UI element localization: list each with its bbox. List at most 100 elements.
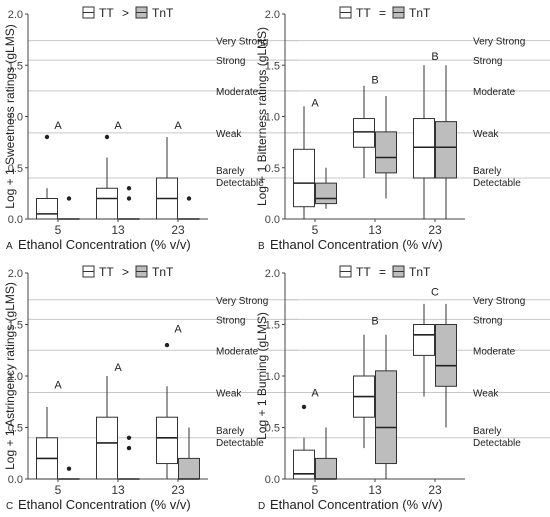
y-tick-label: 0.0: [265, 474, 280, 486]
intensity-label: Barely: [473, 166, 501, 177]
box-body: [375, 370, 397, 465]
box-tnt-13: [375, 96, 397, 199]
significance-letter: C: [431, 287, 439, 299]
legend-label: TT: [99, 6, 114, 20]
y-tick-label: 1.0: [8, 112, 23, 124]
panel-letter: B: [258, 241, 265, 252]
y-axis-title: Log + 1 Sweetness ratings (gLMS): [3, 24, 17, 208]
box-tt-13: [353, 334, 375, 449]
y-tick-label: 1.0: [265, 112, 280, 124]
x-axis-title: Ethanol Concentration (% v/v): [18, 497, 191, 512]
intensity-label: Moderate: [473, 87, 516, 98]
x-tick-label: 23: [428, 223, 442, 237]
panel-b: Very Strong Strong Moderate Weak BarelyDetec…: [255, 6, 550, 252]
box-tt-13: [96, 376, 118, 480]
legend-label: TnT: [152, 265, 174, 279]
legend-relation: =: [379, 6, 386, 20]
x-axis-title: Ethanol Concentration (% v/v): [270, 237, 443, 252]
outlier-point: [301, 404, 307, 410]
y-tick-label: 1.5: [265, 60, 280, 72]
y-tick-label: 1.5: [265, 320, 280, 332]
box-body: [435, 324, 457, 387]
intensity-label: Weak: [473, 129, 499, 140]
box-tnt-13: [375, 334, 397, 479]
x-tick-label: 5: [312, 223, 319, 237]
legend-label: TT: [356, 6, 371, 20]
intensity-label: Strong: [473, 56, 502, 67]
intensity-label: Strong: [216, 56, 245, 67]
legend-label: TnT: [409, 265, 431, 279]
intensity-label: Very Strong: [473, 37, 525, 48]
significance-letter: A: [311, 97, 319, 109]
outlier-point: [66, 466, 72, 471]
legend-relation: >: [122, 265, 129, 279]
box-tnt-23: [178, 196, 200, 220]
intensity-label: Moderate: [473, 346, 516, 357]
box-body: [315, 457, 337, 480]
intensity-label: Very Strong: [216, 296, 268, 307]
box-body: [353, 118, 375, 148]
significance-letter: A: [114, 120, 122, 132]
intensity-label: Weak: [473, 388, 499, 399]
outlier-point: [66, 196, 72, 201]
box-tnt-5: [315, 427, 337, 480]
y-tick-label: 2.0: [265, 9, 280, 21]
y-axis-title: Log + 1 Burning (gLMS): [255, 312, 269, 440]
box-body: [293, 148, 315, 208]
legend-label: TnT: [152, 6, 174, 20]
y-tick-label: 2.0: [265, 268, 280, 280]
box-body: [375, 131, 397, 174]
x-tick-label: 23: [171, 223, 185, 237]
box-body: [96, 187, 118, 220]
x-tick-label: 23: [428, 483, 442, 497]
y-tick-label: 2.0: [8, 268, 23, 280]
outlier-point: [44, 134, 50, 140]
intensity-label: Weak: [216, 388, 242, 399]
legend-label: TT: [356, 265, 371, 279]
y-tick-label: 2.0: [8, 9, 23, 21]
y-tick-label: 0.0: [8, 474, 23, 486]
outlier-point: [126, 186, 132, 191]
box-body: [96, 416, 118, 480]
panel-a: Very Strong Strong Moderate Weak BarelyDetec…: [3, 6, 298, 252]
outlier-point: [126, 435, 132, 440]
box-tnt-5: [58, 466, 80, 480]
significance-letter: A: [114, 362, 122, 374]
box-body: [413, 118, 435, 179]
intensity-label: Detectable: [216, 438, 264, 449]
intensity-label: Very Strong: [216, 37, 268, 48]
outlier-point: [186, 196, 192, 201]
box-tt-23: [156, 137, 178, 220]
box-body: [435, 121, 457, 179]
box-body: [36, 198, 58, 220]
significance-letter: B: [371, 316, 378, 328]
outlier-point: [164, 342, 170, 348]
significance-letter: A: [54, 379, 62, 391]
significance-letter: A: [174, 120, 182, 132]
x-axis-title: Ethanol Concentration (% v/v): [270, 497, 443, 512]
y-tick-label: 1.5: [8, 60, 23, 72]
legend-label: TT: [99, 265, 114, 279]
intensity-label: Barely: [216, 426, 244, 437]
significance-letter: A: [311, 388, 319, 400]
panel-letter: A: [6, 241, 13, 252]
x-tick-label: 5: [312, 483, 319, 497]
panel-letter: D: [258, 501, 265, 512]
panel-c: Very Strong Strong Moderate Weak BarelyDetec…: [3, 265, 298, 512]
significance-letter: B: [371, 75, 378, 87]
intensity-label: Moderate: [216, 87, 259, 98]
significance-letter: A: [54, 120, 62, 132]
intensity-label: Detectable: [216, 178, 264, 189]
box-tnt-13: [118, 435, 140, 480]
y-tick-label: 1.0: [265, 371, 280, 383]
intensity-label: Detectable: [473, 438, 521, 449]
intensity-label: Detectable: [473, 178, 521, 189]
box-body: [315, 182, 337, 205]
box-tnt-23: [178, 427, 200, 480]
box-tnt-23: [435, 65, 457, 219]
y-tick-label: 0.5: [8, 163, 23, 175]
x-tick-label: 5: [55, 483, 62, 497]
x-tick-label: 13: [111, 223, 125, 237]
box-tt-13: [96, 134, 118, 220]
intensity-label: Strong: [216, 315, 245, 326]
